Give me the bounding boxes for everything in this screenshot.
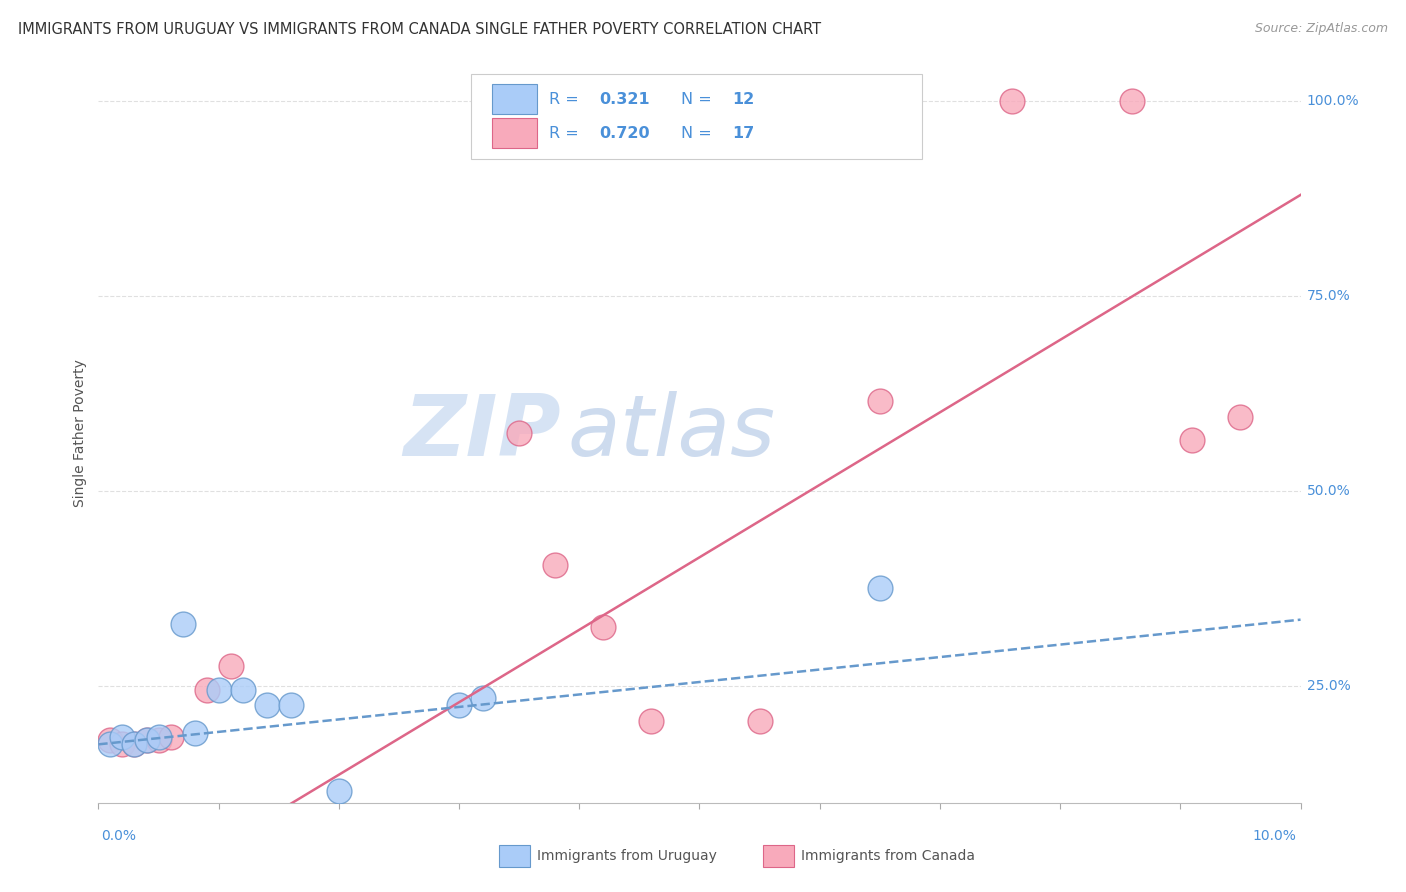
Point [508, 425, 530, 440]
Text: atlas: atlas [567, 391, 775, 475]
Bar [499, 845, 530, 867]
Point [195, 682, 218, 697]
Text: N =: N = [682, 126, 717, 141]
Point [640, 714, 662, 728]
Text: 50.0%: 50.0% [1306, 484, 1350, 498]
Text: N =: N = [682, 92, 717, 106]
Point [111, 730, 134, 744]
Bar [492, 119, 537, 148]
Point [256, 698, 278, 713]
Point [592, 620, 614, 634]
Point [472, 690, 495, 705]
Bar [492, 84, 537, 114]
Point [1001, 95, 1024, 109]
Text: 0.720: 0.720 [600, 126, 651, 141]
Point [111, 737, 134, 751]
Text: 25.0%: 25.0% [1306, 679, 1350, 693]
Text: 100.0%: 100.0% [1306, 95, 1360, 109]
Point [1181, 434, 1204, 448]
Point [328, 815, 350, 830]
Text: 17: 17 [733, 126, 754, 141]
Text: Source: ZipAtlas.com: Source: ZipAtlas.com [1254, 22, 1388, 36]
Point [869, 582, 891, 596]
Point [135, 733, 157, 747]
Point [208, 682, 231, 697]
Point [748, 714, 770, 728]
Point [172, 616, 194, 631]
Text: 75.0%: 75.0% [1306, 289, 1350, 303]
Text: ZIP: ZIP [404, 391, 561, 475]
Point [124, 737, 146, 751]
Point [148, 730, 170, 744]
Point [135, 733, 157, 747]
Point [232, 682, 254, 697]
Text: R =: R = [550, 126, 583, 141]
Point [544, 558, 567, 573]
Point [100, 733, 122, 747]
Point [159, 730, 181, 744]
Point [100, 737, 122, 751]
Point [1229, 410, 1251, 425]
Point [1121, 95, 1143, 109]
Point [124, 737, 146, 751]
Text: IMMIGRANTS FROM URUGUAY VS IMMIGRANTS FROM CANADA SINGLE FATHER POVERTY CORRELAT: IMMIGRANTS FROM URUGUAY VS IMMIGRANTS FR… [18, 22, 821, 37]
Point [183, 725, 205, 739]
Text: 10.0%: 10.0% [1253, 830, 1296, 843]
Text: R =: R = [550, 92, 583, 106]
Point [280, 698, 302, 713]
Point [219, 659, 242, 673]
FancyBboxPatch shape [471, 73, 922, 159]
Text: 12: 12 [733, 92, 754, 106]
Text: Immigrants from Uruguay: Immigrants from Uruguay [537, 849, 717, 863]
Point [148, 733, 170, 747]
Text: Immigrants from Canada: Immigrants from Canada [801, 849, 976, 863]
Point [328, 784, 350, 798]
Text: 0.0%: 0.0% [101, 830, 136, 843]
Point [447, 698, 470, 713]
Bar [763, 845, 794, 867]
Text: 0.321: 0.321 [600, 92, 651, 106]
Point [869, 394, 891, 409]
Y-axis label: Single Father Poverty: Single Father Poverty [73, 359, 87, 507]
